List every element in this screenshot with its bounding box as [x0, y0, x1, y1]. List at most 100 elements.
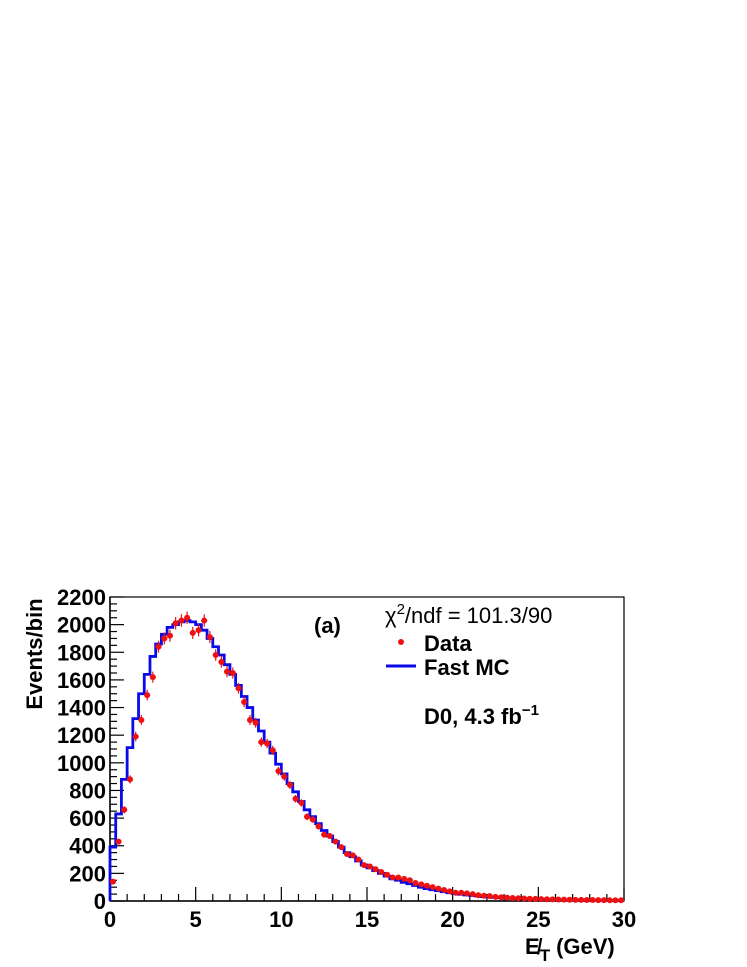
data-marker: [155, 643, 162, 650]
data-marker: [475, 892, 482, 899]
data-marker: [503, 894, 510, 901]
data-marker: [144, 692, 151, 699]
data-point: [401, 875, 408, 882]
x-tick-label: 25: [526, 907, 550, 932]
legend-data-marker: [398, 639, 404, 645]
data-marker: [418, 881, 425, 888]
data-marker: [600, 897, 607, 904]
legend-data-label: Data: [424, 631, 472, 656]
data-marker: [372, 866, 379, 873]
data-point: [343, 851, 350, 858]
data-point: [349, 852, 356, 859]
data-point: [589, 897, 596, 904]
data-point: [538, 896, 545, 903]
x-axis-subscript: T: [540, 946, 551, 965]
x-axis-title: E̸T (GeV): [525, 934, 615, 965]
data-point: [229, 667, 236, 679]
data-point: [418, 881, 425, 888]
data-point: [435, 885, 442, 892]
data-marker: [555, 896, 562, 903]
data-point: [549, 896, 556, 903]
data-marker: [458, 889, 465, 896]
data-marker: [595, 897, 602, 904]
data-marker: [543, 896, 550, 903]
data-point: [486, 893, 493, 900]
y-tick-label: 1200: [57, 723, 106, 748]
data-point: [109, 878, 116, 885]
data-point: [286, 780, 293, 789]
data-point: [149, 671, 156, 683]
data-point: [166, 629, 173, 642]
axes-group: 0200400600800100012001400160018002000220…: [57, 585, 636, 932]
data-marker: [561, 896, 568, 903]
data-point: [543, 896, 550, 903]
data-marker: [275, 768, 282, 775]
data-marker: [606, 897, 613, 904]
experiment-text: D0, 4.3 fb: [424, 704, 522, 729]
data-marker: [435, 885, 442, 892]
y-tick-label: 1000: [57, 751, 106, 776]
data-point: [498, 894, 505, 901]
data-point: [361, 862, 368, 869]
data-point: [184, 611, 191, 624]
y-tick-label: 1800: [57, 640, 106, 665]
data-marker: [618, 897, 625, 904]
data-point: [578, 896, 585, 903]
data-marker: [366, 863, 373, 870]
data-marker: [589, 897, 596, 904]
data-point: [292, 794, 299, 803]
data-point: [452, 889, 459, 896]
data-point: [481, 892, 488, 899]
data-marker: [206, 634, 213, 641]
fast-mc-histogram-line: [108, 619, 624, 902]
data-marker: [212, 652, 219, 659]
data-point: [172, 617, 179, 630]
y-tick-label: 1400: [57, 696, 106, 721]
data-marker: [343, 851, 350, 858]
data-point: [218, 656, 225, 668]
data-marker: [315, 823, 322, 830]
data-point: [372, 866, 379, 873]
data-marker: [166, 632, 173, 639]
data-marker: [572, 896, 579, 903]
y-tick-label: 2000: [57, 613, 106, 638]
data-point: [384, 871, 391, 878]
data-point: [618, 897, 625, 904]
plot-frame: [109, 596, 625, 902]
data-point: [189, 626, 196, 640]
data-marker: [252, 719, 259, 726]
data-marker: [127, 776, 134, 783]
data-marker: [406, 877, 413, 884]
data-marker: [384, 871, 391, 878]
data-marker: [309, 816, 316, 823]
data-point: [138, 714, 145, 725]
data-marker: [583, 897, 590, 904]
data-point: [206, 631, 213, 644]
data-point: [355, 856, 362, 863]
data-point: [606, 897, 613, 904]
data-point: [406, 877, 413, 884]
data-marker: [229, 670, 236, 676]
data-marker: [149, 674, 156, 681]
data-point: [509, 894, 516, 901]
data-point: [127, 775, 134, 784]
data-marker: [532, 895, 539, 902]
data-point: [155, 640, 162, 653]
data-point: [281, 772, 288, 781]
data-point: [572, 896, 579, 903]
data-point: [332, 838, 339, 845]
data-point: [463, 890, 470, 897]
data-point: [315, 823, 322, 830]
data-marker: [321, 831, 328, 838]
data-point: [178, 614, 185, 627]
data-point: [555, 896, 562, 903]
data-marker: [121, 806, 128, 813]
data-point: [252, 717, 259, 728]
data-point: [304, 813, 311, 821]
data-marker: [355, 856, 362, 863]
data-point: [446, 888, 453, 895]
data-point: [612, 897, 619, 904]
data-point: [521, 895, 528, 902]
data-point: [366, 863, 373, 870]
